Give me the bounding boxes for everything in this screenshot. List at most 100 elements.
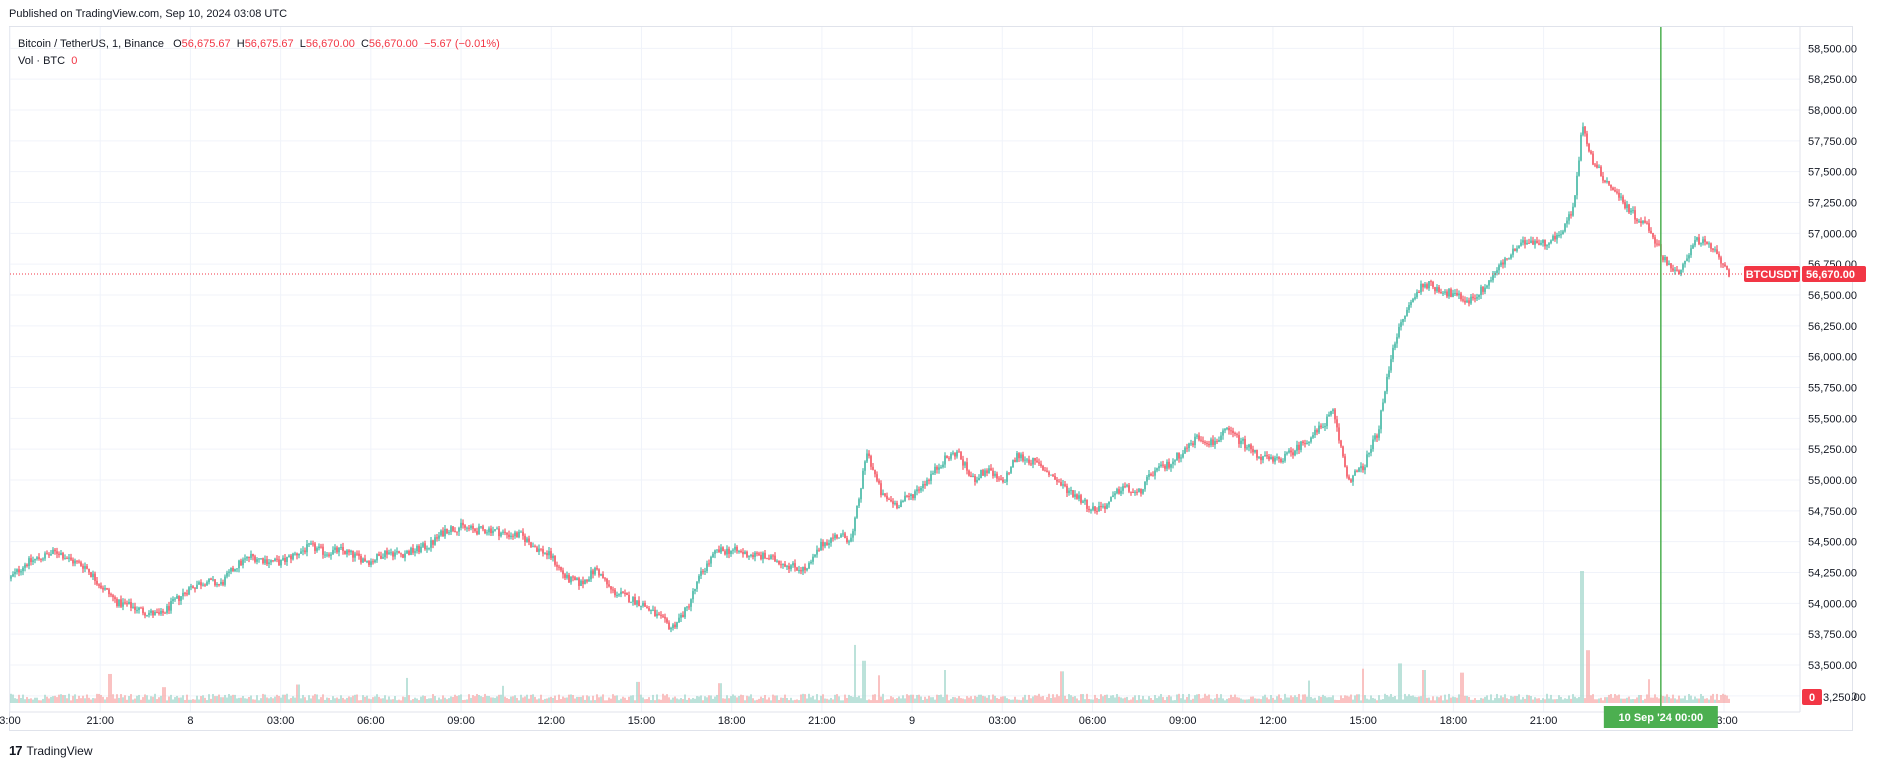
candle-body	[636, 600, 638, 605]
volume-bar	[1696, 698, 1698, 703]
volume-bar	[1114, 697, 1116, 703]
volume-bar	[1716, 693, 1718, 703]
candle-body	[982, 470, 984, 476]
volume-bar	[1184, 699, 1186, 703]
candle-body	[422, 543, 424, 547]
candle-body	[522, 531, 524, 536]
volume-bar	[1474, 698, 1476, 703]
candle-body	[1320, 425, 1322, 428]
price-tag-box	[1802, 266, 1866, 283]
candle-body	[1234, 432, 1236, 435]
candle-body	[420, 546, 422, 553]
footer-brand[interactable]: 17 TradingView	[9, 743, 93, 758]
volume-bar	[878, 675, 880, 703]
candle-body	[652, 609, 654, 611]
volume-bar	[1692, 699, 1694, 703]
volume-bar	[438, 697, 440, 703]
candle-body	[504, 531, 506, 533]
candle-body	[1108, 501, 1110, 505]
candle-body	[1122, 486, 1124, 491]
candle-body	[760, 554, 762, 560]
volume-bar	[656, 694, 658, 703]
candle-body	[588, 579, 590, 582]
volume-bar	[1672, 694, 1674, 703]
candle-body	[1154, 470, 1156, 476]
volume-bar	[468, 694, 470, 703]
volume-bar	[1136, 700, 1138, 703]
candle-body	[710, 557, 712, 564]
volume-bar	[864, 660, 866, 703]
volume-bar	[1538, 698, 1540, 703]
candle-body	[474, 528, 476, 532]
volume-bar	[1128, 700, 1130, 703]
volume-bar	[668, 697, 670, 703]
symbol-label[interactable]: Bitcoin / TetherUS, 1, Binance	[18, 38, 164, 50]
volume-bar	[276, 694, 278, 703]
candle-body	[1456, 292, 1458, 296]
volume-bar	[82, 695, 84, 703]
candle-body	[1392, 347, 1394, 360]
candle-body	[1100, 506, 1102, 508]
candle-body	[542, 549, 544, 554]
volume-bar	[918, 694, 920, 703]
volume-bar	[34, 697, 36, 703]
candle-body	[1712, 248, 1714, 250]
candle-body	[238, 560, 240, 569]
volume-bar	[564, 697, 566, 703]
candle-body	[1384, 391, 1386, 403]
candle-body	[448, 532, 450, 534]
volume-bar	[100, 694, 102, 703]
candle-body	[792, 563, 794, 566]
volume-bar	[1024, 694, 1026, 703]
volume-bar	[638, 681, 640, 703]
candle-body	[324, 554, 326, 556]
volume-bar	[1392, 696, 1394, 703]
candle-body	[1218, 440, 1220, 442]
volume-bar	[642, 697, 644, 703]
candle-body	[276, 558, 278, 560]
volume-label[interactable]: Vol · BTC	[18, 55, 66, 67]
candle-body	[1404, 315, 1406, 320]
candle-body	[782, 563, 784, 566]
volume-bar	[392, 699, 394, 703]
volume-bar	[1106, 694, 1108, 703]
volume-bar	[410, 700, 412, 703]
candle-body	[252, 553, 254, 557]
volume-bar	[1314, 697, 1316, 703]
volume-bar	[1460, 672, 1462, 703]
volume-bar	[448, 698, 450, 703]
candle-body	[1556, 235, 1558, 240]
volume-bar	[600, 696, 602, 703]
candle-body	[1158, 466, 1160, 469]
volume-bar	[18, 694, 20, 703]
volume-bar	[1198, 693, 1200, 703]
volume-bar	[594, 700, 596, 703]
candle-body	[1602, 176, 1604, 181]
candle-body	[848, 541, 850, 543]
candle-body	[1196, 435, 1198, 437]
candle-body	[912, 494, 914, 499]
volume-bar	[130, 694, 132, 703]
candle-body	[200, 582, 202, 586]
candle-body	[1328, 414, 1330, 417]
volume-bar	[1070, 695, 1072, 703]
volume-bar	[1324, 696, 1326, 703]
volume-bar	[1556, 699, 1558, 703]
candle-body	[994, 473, 996, 476]
volume-bar	[450, 696, 452, 703]
volume-bar	[1708, 699, 1710, 703]
candle-body	[934, 466, 936, 474]
candle-body	[1628, 204, 1630, 213]
y-tick-label: 54,000.00	[1808, 598, 1857, 610]
volume-bar	[1004, 696, 1006, 703]
candle-body	[674, 624, 676, 628]
y-tick-label: 56,500.00	[1808, 290, 1857, 302]
candle-body	[58, 553, 60, 555]
volume-bar	[974, 695, 976, 703]
candle-body	[1426, 284, 1428, 289]
volume-bar	[1112, 695, 1114, 703]
volume-bar	[348, 696, 350, 703]
volume-bar	[1226, 698, 1228, 703]
candle-body	[1552, 235, 1554, 241]
